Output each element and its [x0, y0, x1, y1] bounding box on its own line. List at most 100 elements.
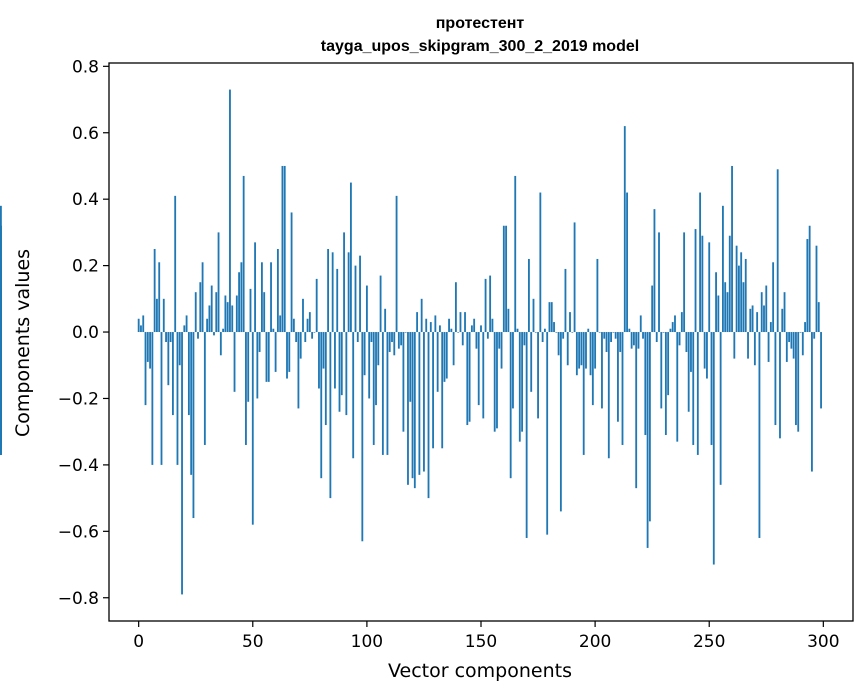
bar-125 [423, 332, 425, 472]
bar-29 [203, 332, 206, 445]
x-tick-label: 50 [242, 632, 264, 652]
bar-95 [354, 265, 357, 333]
bar-269 [751, 305, 754, 333]
bar-169 [523, 332, 526, 346]
bar-108 [384, 308, 387, 333]
bar-266 [744, 258, 747, 333]
bar-54 [261, 262, 263, 333]
bar-26 [197, 332, 199, 339]
bar-15 [171, 332, 174, 416]
bar-116 [402, 332, 405, 432]
bar-87 [336, 268, 339, 333]
bar-99 [363, 332, 366, 376]
y-tick-label: 0.6 [72, 124, 99, 144]
bar-27 [199, 282, 202, 333]
bar-154 [489, 275, 492, 333]
bar-100 [365, 285, 368, 333]
bar-48 [247, 332, 250, 402]
bar-264 [740, 252, 743, 333]
bar-281 [779, 332, 781, 439]
bar-253 [715, 272, 717, 333]
bar-199 [591, 332, 594, 406]
bar-167 [518, 332, 521, 442]
bar-31 [208, 305, 211, 333]
bar-291 [801, 332, 804, 356]
bar-41 [231, 305, 234, 333]
bar-69 [295, 332, 298, 342]
bar-12 [165, 332, 167, 342]
plot-frame [108, 62, 854, 622]
bar-284 [785, 332, 788, 362]
bar-177 [541, 332, 544, 342]
bar-36 [219, 332, 222, 356]
bar-178 [543, 328, 546, 333]
bar-274 [763, 305, 765, 333]
bar-192 [575, 332, 578, 376]
bar-216 [630, 332, 633, 349]
bar-174 [534, 332, 537, 333]
x-tick-label: 200 [579, 632, 611, 652]
bar-22 [187, 332, 190, 416]
y-tick-label: −0.2 [58, 389, 99, 409]
bar-210 [617, 332, 619, 422]
bar-149 [477, 332, 480, 406]
bar-67 [290, 212, 293, 333]
bar-3 [144, 332, 147, 406]
bar-181 [550, 302, 553, 333]
bar-220 [639, 315, 642, 333]
bar-78 [315, 278, 318, 333]
bar-282 [781, 308, 784, 333]
bar-131 [436, 332, 439, 392]
bar-111 [391, 332, 393, 342]
y-tick-label: −0.8 [58, 589, 99, 609]
bar-96 [356, 332, 359, 342]
bar-34 [215, 292, 218, 333]
bar-176 [539, 192, 542, 333]
bar-103 [372, 332, 375, 445]
bar-70 [297, 332, 300, 409]
chart-title: протестент [436, 15, 525, 32]
bar-64 [283, 165, 286, 333]
bar-212 [621, 332, 624, 445]
bar-204 [603, 332, 606, 339]
bar-71 [299, 332, 302, 359]
y-axis-ticks: 0.8 0.6 0.4 0.2 0.0 −0.2 −0.4 −0.6 −0.8 [58, 57, 109, 609]
bar-102 [370, 332, 373, 342]
bar-191 [573, 222, 576, 333]
bar-171 [528, 258, 530, 333]
bar-126 [425, 318, 428, 333]
bar-33 [213, 332, 215, 336]
bar-227 [655, 332, 658, 342]
bar-175 [537, 332, 539, 419]
bar-160 [502, 225, 505, 333]
bar-285 [788, 332, 791, 342]
bar-21 [185, 315, 188, 333]
bar-76 [311, 332, 314, 339]
bar-209 [614, 332, 617, 339]
bar-254 [717, 295, 720, 333]
bar-52 [256, 332, 259, 399]
bar-139 [454, 282, 457, 333]
bar-225 [651, 285, 654, 333]
bar-8 [156, 298, 158, 333]
bar-43 [235, 295, 238, 333]
bar-247 [701, 235, 704, 333]
bar-203 [601, 332, 603, 409]
bar-62 [279, 315, 282, 333]
bar-90 [343, 232, 345, 333]
bar-158 [498, 332, 501, 349]
bar-4 [146, 332, 149, 362]
bar-84 [329, 332, 332, 499]
bar-197 [587, 328, 590, 333]
bar-166 [516, 328, 519, 333]
bar-144 [466, 332, 469, 426]
bar-228 [658, 232, 660, 333]
bar-146 [470, 325, 473, 333]
bar-221 [642, 332, 644, 339]
bar-28 [201, 262, 204, 333]
bar-73 [304, 332, 307, 342]
x-tick-label: 150 [465, 632, 497, 652]
bar-17 [176, 332, 179, 465]
bar-222 [644, 332, 647, 435]
